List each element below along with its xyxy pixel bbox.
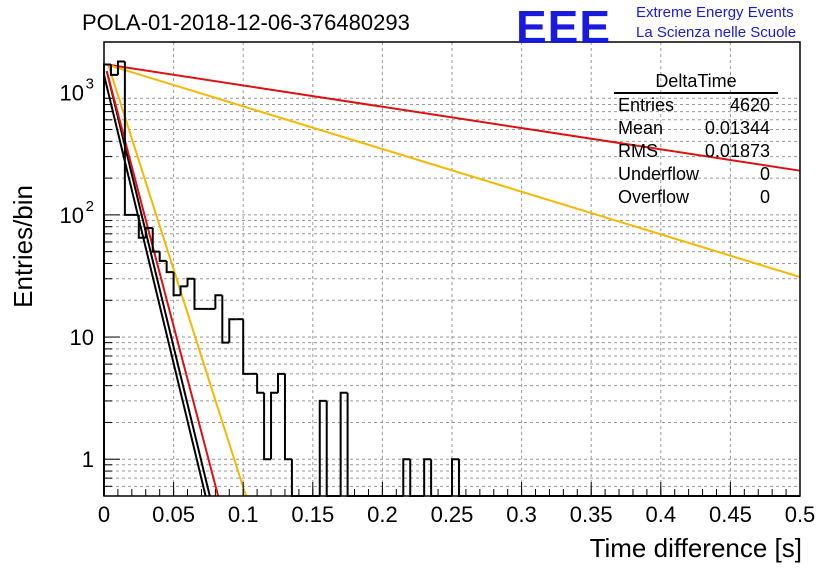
grid-lines — [104, 42, 800, 497]
histogram-bin — [283, 373, 292, 461]
histogram-bin — [263, 392, 272, 461]
y-tick-label: 10 — [60, 203, 84, 228]
histogram-bin — [318, 399, 327, 496]
histogram-bin — [186, 277, 195, 287]
histogram-bin — [423, 458, 432, 496]
stats-label: Underflow — [618, 164, 700, 184]
x-tick-label: 0.25 — [431, 502, 474, 527]
fit-line-5 — [106, 63, 801, 278]
fit-line-3 — [107, 64, 247, 497]
stats-row-overflow: Overflow 0 — [614, 186, 778, 209]
histogram-bin — [158, 251, 167, 262]
histogram-bin — [221, 295, 230, 344]
chart-title: POLA-01-2018-12-06-376480293 — [82, 10, 410, 35]
stats-label: Mean — [618, 118, 664, 138]
x-tick-label: 0.2 — [367, 502, 398, 527]
x-tick-label: 0.45 — [709, 502, 752, 527]
histogram-bin — [165, 260, 174, 274]
y-tick-exponent: 2 — [86, 198, 94, 215]
eee-logo: EEE — [516, 1, 612, 53]
stats-value: 0.01873 — [704, 141, 770, 161]
y-tick-label: 10 — [70, 325, 94, 350]
stats-row-underflow: Underflow 0 — [614, 163, 778, 186]
y-tick-exponent: 3 — [86, 76, 94, 93]
stats-value: 0 — [759, 164, 770, 184]
stats-label: Entries — [618, 95, 675, 115]
stats-row-rms: RMS 0.01873 — [614, 140, 778, 163]
histogram-bin — [193, 278, 202, 310]
stats-value: 0 — [759, 187, 770, 207]
histogram-bin — [346, 392, 355, 497]
stats-label: Overflow — [618, 187, 690, 207]
tick-labels: 0 0.05 0.1 0.15 0.2 0.25 0.3 0.35 0.4 0.45 0.5 1 10 1… — [60, 76, 816, 527]
histogram-bin — [109, 64, 118, 76]
axis-ticks — [103, 97, 801, 497]
histogram-bin — [144, 227, 153, 238]
y-tick-label: 10 — [60, 81, 84, 106]
x-tick-label: 0.35 — [570, 502, 613, 527]
histogram-bin — [116, 60, 125, 75]
x-tick-label: 0 — [98, 502, 110, 527]
stats-title: DeltaTime — [614, 70, 778, 94]
x-tick-label: 0.5 — [785, 502, 816, 527]
stats-value: 0.01344 — [704, 118, 770, 138]
histogram-bin — [325, 400, 334, 497]
histogram-bin — [179, 285, 188, 296]
x-tick-label: 0.1 — [228, 502, 259, 527]
x-tick-label: 0.4 — [646, 502, 677, 527]
y-axis-label: Entries/bin — [8, 185, 38, 308]
x-tick-label: 0.3 — [506, 502, 537, 527]
x-axis-label: Time difference [s] — [589, 533, 802, 563]
histogram-bin — [339, 391, 348, 496]
fit-line-2 — [105, 70, 220, 497]
histogram-bin — [137, 214, 146, 239]
stats-box: DeltaTime Entries 4620 Mean 0.01344 RMS … — [614, 70, 778, 209]
histogram-bin — [256, 373, 265, 394]
histogram-bin — [123, 61, 132, 216]
histogram-bin — [228, 318, 237, 343]
logo-line-1: Extreme Energy Events — [636, 4, 794, 21]
fit-line-4 — [106, 63, 801, 172]
histogram-bin — [270, 391, 278, 460]
histogram-bin — [402, 458, 411, 496]
histogram-bin — [151, 228, 160, 253]
logo-line-2: La Scienza nelle Scuole — [636, 24, 797, 41]
stats-row-entries: Entries 4620 — [614, 94, 778, 117]
y-tick-label: 1 — [82, 447, 94, 472]
x-tick-label: 0.05 — [152, 502, 195, 527]
histogram-bin — [242, 319, 251, 375]
histogram-bin — [214, 294, 223, 309]
stats-row-mean: Mean 0.01344 — [614, 117, 778, 140]
histogram-bin — [277, 372, 285, 393]
stats-value: 4620 — [729, 95, 770, 115]
histogram-bin — [172, 272, 181, 297]
x-tick-label: 0.15 — [291, 502, 334, 527]
stats-label: RMS — [618, 141, 658, 161]
fit-line-0 — [103, 74, 207, 497]
